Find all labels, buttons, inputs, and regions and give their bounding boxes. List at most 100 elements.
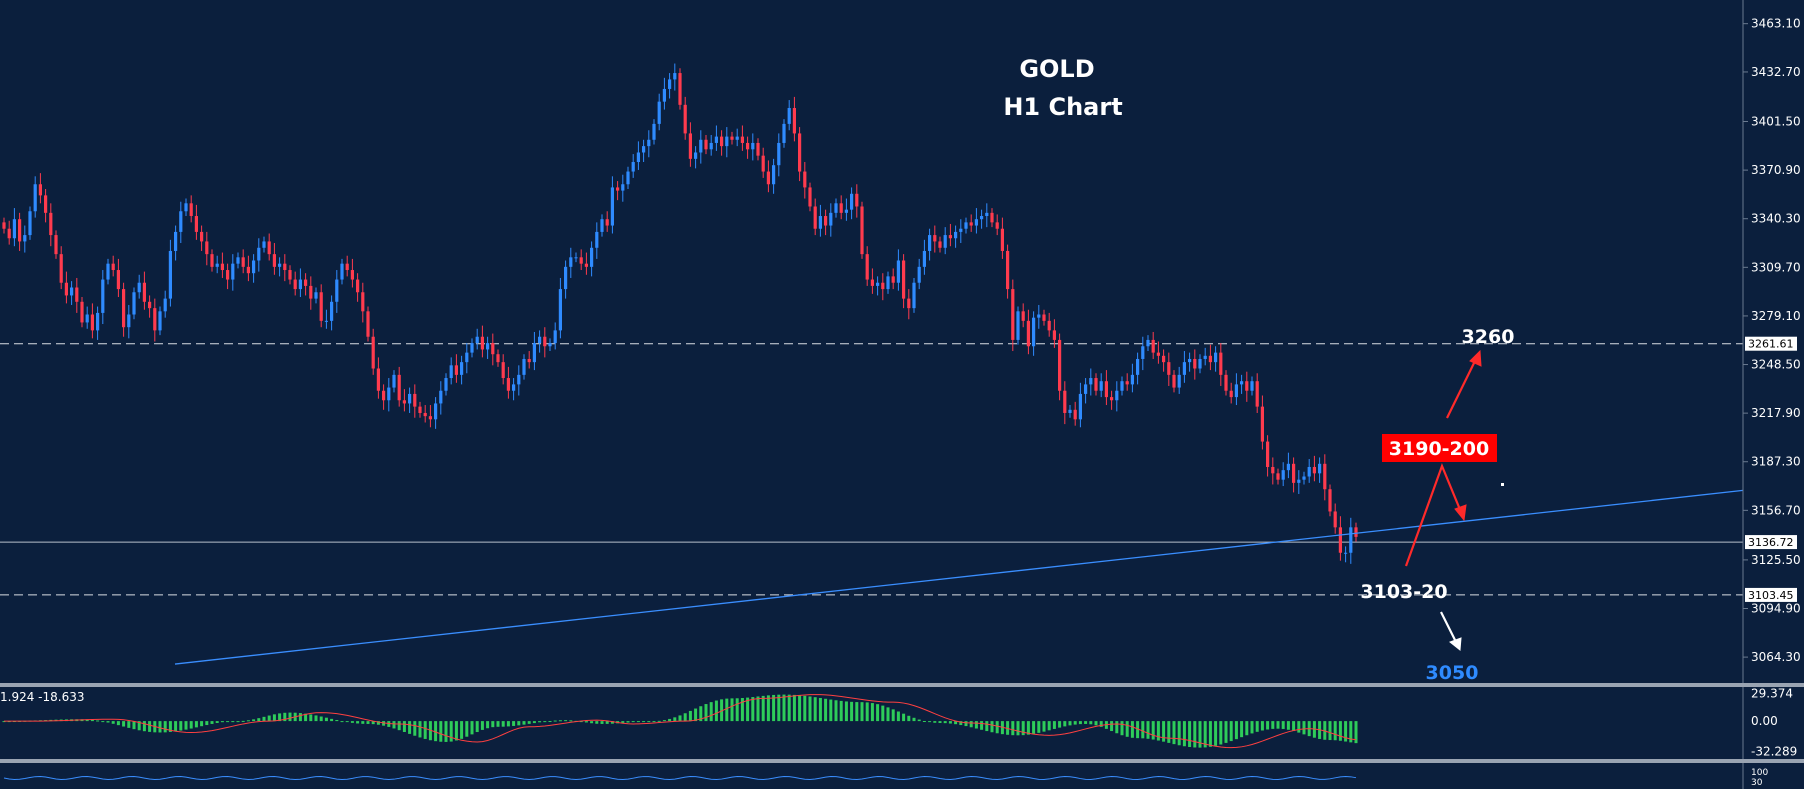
candle [1214,346,1218,372]
candle [101,270,105,325]
candle [148,295,152,318]
candle [127,304,131,339]
candle [678,68,682,110]
histogram-bar [501,721,505,727]
price-tick-label: 3401.50 [1751,115,1801,129]
candle [798,127,802,182]
histogram-bar [1052,721,1056,729]
histogram-bar [423,721,427,739]
histogram-bar [876,704,880,722]
candle [662,77,666,110]
candle [813,198,817,236]
histogram-bar [865,702,869,722]
candle [444,373,448,396]
candle [85,306,89,329]
price-tick-label: 3340.30 [1751,212,1801,226]
histogram-bar [1151,721,1155,740]
candle [1255,373,1259,413]
histogram-bar [439,721,443,742]
histogram-bar [111,721,115,724]
candle [860,201,864,259]
price-tick-label: 3279.10 [1751,309,1801,323]
candle [974,208,978,234]
arrow-down-target [1440,611,1462,651]
histogram-bar [106,721,110,723]
candle [740,125,744,151]
histogram-bar [1255,721,1259,732]
histogram-bar [1032,721,1036,734]
candle [1162,349,1166,372]
price-tick-label: 3125.50 [1751,553,1801,567]
histogram-bar [148,721,152,732]
histogram-bar [673,717,677,722]
histogram-bar [595,721,599,724]
candle [210,249,214,272]
candle [1286,452,1290,479]
candle [356,273,360,302]
candle [246,255,250,282]
candle [168,239,172,307]
candle [1073,401,1077,426]
candle [1037,304,1041,329]
candle [636,141,640,170]
candle [54,230,58,259]
histogram-bar [267,715,271,722]
candle [1323,454,1327,501]
macd-indicator-pane [2,694,1358,749]
histogram-bar [527,721,531,724]
indicator-tick-label: 0.00 [1751,714,1778,728]
histogram-bar [252,719,256,722]
candle [501,354,505,385]
histogram-bar [579,721,583,723]
horizontal-levels [0,343,1743,596]
candle [1344,546,1348,563]
histogram-bar [475,721,479,733]
candle [548,338,552,352]
candle [413,384,417,418]
histogram-bar [90,719,94,722]
histogram-bar [1193,721,1197,748]
candle [985,203,989,228]
candle [1297,470,1301,494]
candle [902,254,906,309]
histogram-bar [1219,721,1223,745]
histogram-bar [855,702,859,722]
candle [236,252,240,269]
arrow-up-target [1446,349,1482,419]
level-tag-bg [1745,336,1797,351]
marker-dot [1501,483,1504,486]
level-tag-bg [1745,535,1797,550]
candle [1234,373,1238,406]
candle [735,128,739,147]
histogram-bar [200,721,204,727]
svg-text:3260: 3260 [1462,326,1515,348]
candle [330,295,334,331]
candle [564,260,568,299]
histogram-bar [1125,721,1129,737]
candle [179,201,183,244]
histogram-bar [85,719,89,722]
candle [584,252,588,275]
histogram-bar [122,721,126,727]
sub-indicator-line [3,776,1357,781]
candle [1006,244,1010,299]
candle [345,255,349,277]
histogram-bar [319,716,323,722]
histogram-bar [517,721,521,726]
histogram-bar [278,713,282,722]
chart-title: GOLD [1019,55,1094,83]
candle [1000,217,1004,259]
histogram-bar [777,694,781,722]
candle [309,276,313,310]
histogram-bar [1177,721,1181,746]
candle [491,333,495,366]
histogram-bar [948,721,952,724]
candle [1354,522,1358,542]
pane-separator-1 [0,683,1804,687]
candle [642,139,646,163]
candle [496,349,500,367]
candle [1115,381,1119,412]
histogram-bar [449,721,453,742]
